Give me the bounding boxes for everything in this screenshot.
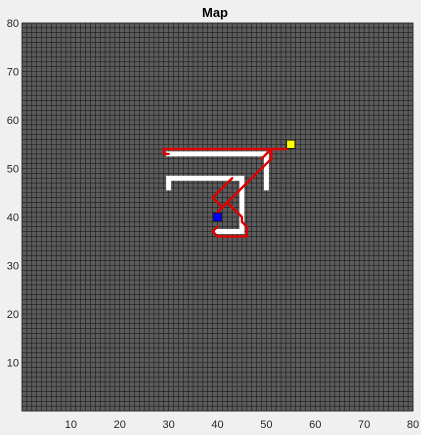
path-segment-1 [162,147,273,214]
obstacle-wall-2 [166,175,245,234]
y-tick-label: 30 [7,261,19,273]
x-tick-label: 30 [163,419,175,431]
goal-marker [286,140,296,149]
path-segment-2 [211,201,249,238]
y-tick-label: 10 [7,358,19,370]
plot-area: 10 20 30 40 50 60 70 80 10 20 30 40 50 60 70 80 [7,18,419,431]
y-tick-label: 50 [7,164,19,176]
y-tick-label: 70 [7,67,19,79]
chart-title: Map [202,5,228,20]
x-tick-label: 40 [211,419,223,431]
y-tick-label: 80 [7,18,19,30]
x-tick-label: 50 [260,419,272,431]
x-tick-label: 80 [407,419,419,431]
start-marker [213,212,222,222]
path-segment-4 [260,143,292,161]
y-tick-label: 60 [7,115,19,127]
y-tick-label: 40 [7,212,19,224]
x-tick-label: 20 [114,419,126,431]
x-tick-label: 10 [65,419,77,431]
path-segment-3 [211,176,234,209]
y-tick-label: 20 [7,309,19,321]
x-tick-label: 60 [309,419,321,431]
x-tick-label: 70 [358,419,370,431]
